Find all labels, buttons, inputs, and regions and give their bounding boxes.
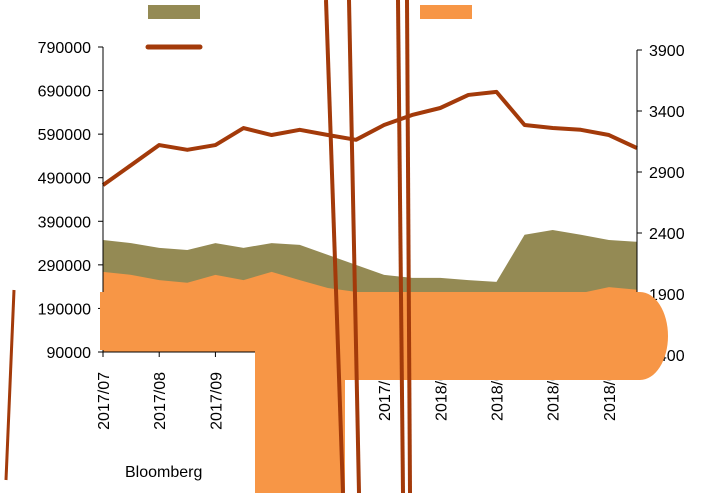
y-tick-label: 590000	[38, 127, 91, 144]
legend-swatch	[420, 5, 472, 19]
y2-tick-label: 2900	[649, 165, 685, 182]
y-tick-label: 690000	[38, 84, 91, 101]
x-tick-label: 2018/0	[433, 372, 450, 421]
y2-tick-label: 2400	[649, 226, 685, 243]
x-tick-label: 2017/1	[377, 372, 394, 421]
y-tick-label: 190000	[38, 301, 91, 318]
y2-tick-label: 1900	[649, 287, 685, 304]
artifact-shape	[100, 292, 668, 493]
x-tick-label: 2017/08	[152, 372, 169, 430]
artifact-overlay	[4, 0, 668, 493]
artifact-line	[324, 0, 345, 493]
artifact-line	[405, 0, 412, 493]
artifact-line	[396, 0, 405, 493]
x-tick-label: 2018/0	[546, 372, 563, 421]
y-tick-label: 90000	[47, 345, 92, 362]
y-tick-label: 390000	[38, 214, 91, 231]
x-tick-label: 2018/0	[489, 372, 506, 421]
artifact-line	[347, 0, 361, 493]
y-tick-label: 490000	[38, 171, 91, 188]
legend-swatch	[148, 5, 200, 19]
x-tick-label: 2017/09	[208, 372, 225, 430]
y2-tick-label: 3900	[649, 43, 685, 60]
y-tick-label: 290000	[38, 258, 91, 275]
x-tick-label: 2017/07	[96, 372, 113, 430]
x-tick-label: 2018/0	[602, 372, 619, 421]
y-tick-label: 790000	[38, 40, 91, 57]
axes: 90000 190000 290000 390000 490000 590000 69000…	[38, 40, 685, 430]
y2-tick-label: 3400	[649, 104, 685, 121]
source-label: Bloomberg	[125, 464, 202, 481]
line	[101, 89, 638, 187]
artifact-line	[4, 289, 16, 481]
